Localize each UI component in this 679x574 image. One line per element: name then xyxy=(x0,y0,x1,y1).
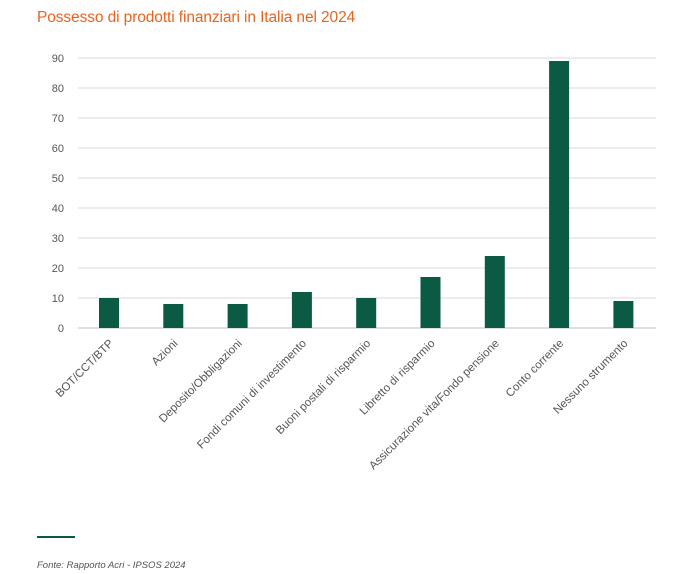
x-tick-label: Conto corrente xyxy=(504,338,566,400)
x-axis-labels: BOT/CCT/BTP AzioniDeposito/ObbligazioniFo… xyxy=(54,337,631,472)
bar xyxy=(484,256,505,328)
y-tick-label: 60 xyxy=(52,143,64,155)
bar xyxy=(291,292,312,328)
y-tick-label: 80 xyxy=(52,83,64,95)
gridlines xyxy=(78,57,656,329)
bar xyxy=(227,304,248,328)
y-tick-label: 90 xyxy=(52,53,64,65)
y-tick-label: 70 xyxy=(52,113,64,125)
x-tick-label: BOT/CCT/BTP xyxy=(54,337,116,399)
x-tick-label: Fondi comuni di investimento xyxy=(195,338,309,452)
x-tick-label: Nessuno strumento xyxy=(552,338,631,417)
y-tick-label: 0 xyxy=(58,323,64,335)
x-tick-label: Assicurazione vita/Fondo pensione xyxy=(367,338,502,473)
bar xyxy=(549,61,570,328)
bar xyxy=(420,277,441,328)
y-tick-label: 30 xyxy=(52,233,64,245)
y-tick-label: 40 xyxy=(52,203,64,215)
bars xyxy=(99,61,634,328)
source-note: Fonte: Rapporto Acri - IPSOS 2024 xyxy=(37,560,186,571)
chart-title: Possesso di prodotti finanziari in Itali… xyxy=(37,9,356,26)
bar xyxy=(356,298,377,328)
source-divider xyxy=(37,536,75,538)
bar xyxy=(613,301,634,328)
bar xyxy=(163,304,184,328)
x-tick-label: Azioni xyxy=(150,338,181,369)
y-axis-ticks: 0 10 20 30 40 50 60 70 80 90 xyxy=(52,53,64,335)
bar xyxy=(99,298,119,328)
y-tick-label: 10 xyxy=(52,293,64,305)
y-tick-label: 50 xyxy=(52,173,64,185)
y-tick-label: 20 xyxy=(52,263,64,275)
